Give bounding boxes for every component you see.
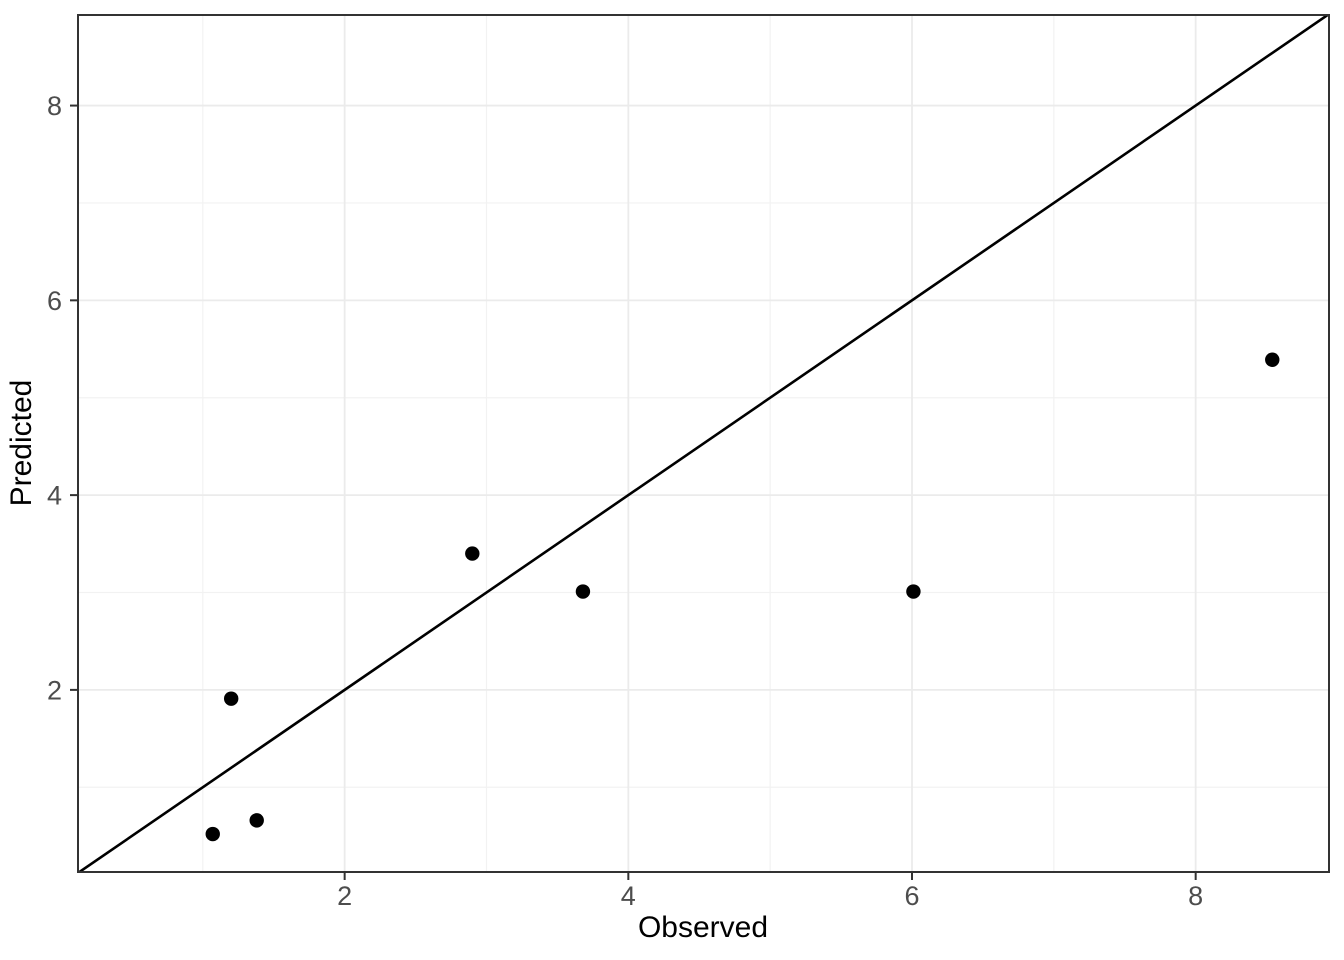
y-tick-label: 2 bbox=[47, 675, 62, 705]
y-tick-label: 4 bbox=[47, 481, 62, 511]
y-tick-label: 8 bbox=[47, 91, 62, 121]
x-tick-label: 2 bbox=[337, 881, 352, 911]
data-point bbox=[205, 826, 220, 842]
data-point bbox=[1265, 352, 1280, 367]
data-point bbox=[575, 584, 591, 599]
data-point bbox=[223, 691, 239, 706]
x-tick-label: 4 bbox=[621, 881, 636, 911]
data-point bbox=[465, 546, 480, 561]
panel-border bbox=[77, 14, 1330, 873]
data-point bbox=[249, 813, 264, 828]
y-axis-title: Predicted bbox=[5, 379, 38, 507]
x-axis-title: Observed bbox=[637, 911, 769, 944]
y-tick-label: 6 bbox=[47, 286, 62, 316]
x-tick-label: 8 bbox=[1188, 881, 1203, 911]
x-tick-label: 6 bbox=[904, 881, 919, 911]
data-point bbox=[906, 584, 921, 599]
